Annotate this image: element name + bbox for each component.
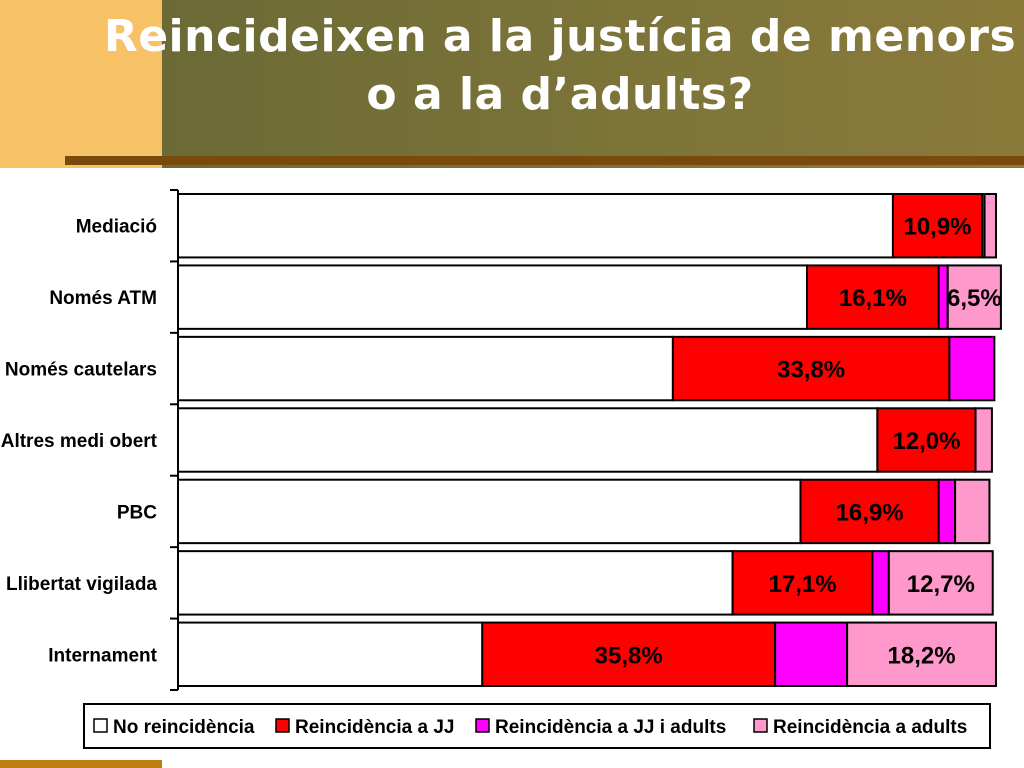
data-label: 17,1% [769, 571, 837, 598]
category-label: Internament [48, 645, 157, 666]
bar-segment [177, 550, 734, 616]
bar-segment [983, 193, 997, 259]
category-label: Altres medi obert [1, 431, 158, 452]
bar-segment [876, 407, 977, 473]
bar-segment [846, 621, 998, 688]
category-label: Llibertat vigilada [6, 574, 157, 595]
bar-segment [731, 550, 874, 616]
bar-segment [946, 264, 1002, 330]
stacked-bar-chart: Mediació 10,9% Només ATM 16,1% 6,5% Només cau… [1, 189, 1002, 749]
title-banner [162, 0, 1024, 168]
data-label: 10,9% [903, 214, 971, 241]
legend-label: Reincidència a adults [773, 717, 967, 738]
category-label: PBC [117, 502, 157, 523]
divider-line [65, 156, 1024, 165]
legend-label: Reincidència a JJ i adults [495, 717, 726, 738]
legend-swatch [753, 718, 768, 733]
legend-swatch [93, 718, 108, 733]
bar-segment [948, 335, 996, 402]
data-label: 12,0% [892, 428, 960, 455]
bar-segment [177, 264, 809, 330]
slide-title: Reincideixen a la justícia de menors o a… [60, 8, 1024, 124]
data-label: 12,7% [907, 571, 975, 598]
bar-segment [774, 621, 849, 688]
data-label: 16,9% [836, 499, 904, 526]
legend-swatch [275, 718, 290, 733]
legend-label: No reincidència [113, 717, 255, 738]
bar-segment [799, 478, 940, 545]
bar-segment [871, 550, 890, 616]
bar-segment [891, 193, 984, 259]
data-label: 18,2% [888, 642, 956, 669]
bar-segment [974, 407, 993, 473]
title-line-2: o a la d’adults? [366, 69, 754, 120]
category-label: Només ATM [49, 288, 157, 309]
title-line-1: Reincideixen a la justícia de menors [103, 11, 1017, 62]
legend-label: Reincidència a JJ [295, 717, 454, 738]
bar-segment [177, 193, 894, 259]
data-label: 35,8% [595, 642, 663, 669]
bar-segment [177, 407, 879, 473]
data-label: 6,5% [947, 285, 1002, 312]
bar-segment [481, 621, 777, 688]
data-label: 33,8% [777, 357, 845, 384]
bar-segment [177, 621, 484, 688]
bar-segment [177, 478, 802, 545]
bottom-accent-bar [0, 760, 162, 768]
legend-box [83, 703, 991, 749]
background-left-panel [0, 0, 162, 168]
bar-segment [937, 478, 957, 545]
legend-swatch [475, 718, 490, 733]
category-label: Només cautelars [5, 360, 157, 381]
data-label: 16,1% [839, 285, 907, 312]
bar-segment [954, 478, 991, 545]
bar-segment [887, 550, 994, 616]
category-label: Mediació [76, 217, 157, 238]
bar-segment [177, 335, 674, 402]
